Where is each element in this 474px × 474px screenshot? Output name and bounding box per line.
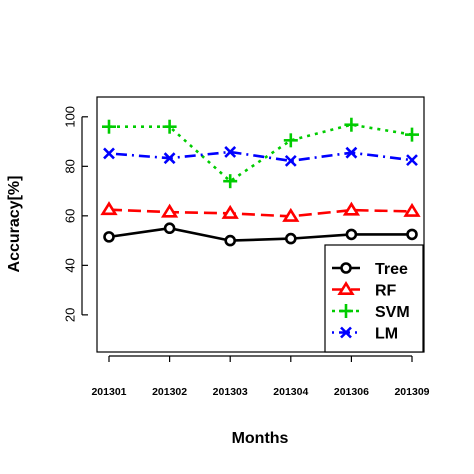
legend-item-lm: LM xyxy=(332,326,398,343)
data-point-tree xyxy=(163,222,176,235)
data-point-lm xyxy=(224,146,237,158)
legend: Tree RF SVM LM xyxy=(324,244,424,353)
data-point-tree xyxy=(103,231,115,243)
legend-label: RF xyxy=(375,283,397,300)
data-point-svm xyxy=(283,133,298,148)
data-point-rf xyxy=(160,203,179,218)
data-point-rf xyxy=(221,204,239,219)
x-tick-label: 201306 xyxy=(334,386,369,398)
legend-marker xyxy=(340,262,352,274)
x-tick-label: 201309 xyxy=(394,386,429,398)
data-point-svm xyxy=(405,127,419,142)
series-svm xyxy=(102,117,419,189)
legend-label: LM xyxy=(375,326,398,343)
series-tree xyxy=(103,222,418,247)
legend-marker xyxy=(337,281,355,296)
data-point-lm xyxy=(345,146,358,159)
y-tick-label: 80 xyxy=(63,159,78,173)
y-tick-label: 60 xyxy=(63,209,78,223)
y-tick-label: 100 xyxy=(63,106,78,128)
y-tick-label: 40 xyxy=(63,258,78,272)
legend-item-tree: Tree xyxy=(332,261,408,278)
x-axis: 201301 201302 201303 201304 201306 201309 xyxy=(91,355,430,398)
data-point-rf xyxy=(282,207,300,222)
x-axis-title: Months xyxy=(232,430,289,447)
y-axis-title: Accuracy[%] xyxy=(6,176,23,273)
legend-label: SVM xyxy=(375,304,410,321)
data-point-tree xyxy=(406,228,418,241)
series-lm xyxy=(103,146,418,167)
legend-marker xyxy=(340,326,352,339)
data-point-lm xyxy=(406,154,418,167)
legend-box xyxy=(324,244,424,353)
data-point-tree xyxy=(284,232,297,245)
y-tick-label: 20 xyxy=(63,308,78,322)
y-axis: 20 40 60 80 100 xyxy=(63,106,88,322)
x-tick-label: 201302 xyxy=(152,386,187,398)
data-point-svm xyxy=(102,119,116,134)
series-line-rf xyxy=(108,208,413,218)
legend-item-svm: SVM xyxy=(332,304,410,321)
data-point-tree xyxy=(224,234,236,247)
data-point-svm xyxy=(162,119,177,134)
series-line-svm xyxy=(109,123,413,183)
data-point-svm xyxy=(344,117,359,132)
data-point-rf xyxy=(403,202,421,217)
data-point-rf xyxy=(100,201,118,216)
legend-item-rf: RF xyxy=(332,281,397,300)
series-layer xyxy=(100,117,421,247)
series-line-lm xyxy=(108,150,413,163)
data-point-lm xyxy=(284,154,297,167)
data-point-lm xyxy=(103,147,115,160)
x-tick-label: 201304 xyxy=(273,386,308,398)
data-point-rf xyxy=(342,201,361,216)
series-rf xyxy=(100,201,421,222)
x-tick-label: 201303 xyxy=(213,386,248,398)
data-point-tree xyxy=(345,228,358,241)
legend-label: Tree xyxy=(375,261,408,278)
legend-marker xyxy=(339,304,353,318)
x-tick-label: 201301 xyxy=(91,386,126,398)
plot-frame xyxy=(96,96,425,353)
series-line-tree xyxy=(108,226,412,242)
data-point-lm xyxy=(163,152,176,165)
data-point-svm xyxy=(223,174,238,189)
